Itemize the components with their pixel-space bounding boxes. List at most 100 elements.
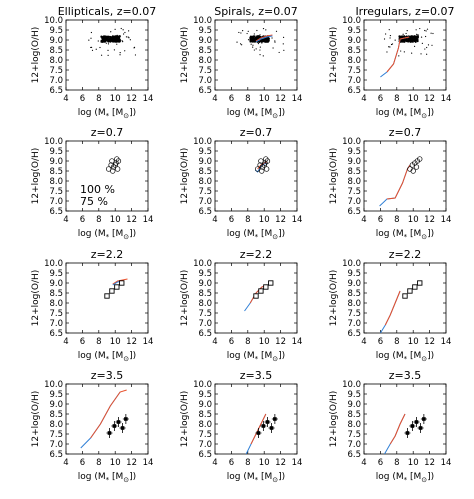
data-point-square xyxy=(402,293,408,299)
x-axis-label-part: [M xyxy=(109,108,123,118)
y-tick-label: 8.5 xyxy=(198,46,212,56)
panel-8: z=2.2 4 6 8 10 12 14 6.57.07.58.08.59.09.510.01… xyxy=(180,248,302,363)
data-point-outlier xyxy=(252,44,254,46)
y-tick-label: 9.0 xyxy=(347,36,361,46)
y-tick-label: 8.0 xyxy=(198,56,212,66)
axes-frame xyxy=(65,19,149,91)
y-tick-label: 6.5 xyxy=(198,450,212,460)
x-tick-label: 8 xyxy=(96,458,101,468)
x-tick-label: 10 xyxy=(110,94,121,104)
x-tick-label: 10 xyxy=(110,215,121,225)
x-tick-label: 12 xyxy=(275,458,286,468)
data-point xyxy=(105,35,107,38)
x-axis-label-part: ]) xyxy=(427,229,434,239)
y-tick-label: 7.5 xyxy=(347,66,361,76)
panel-7: z=2.2 4 6 8 10 12 14 6.57.07.58.08.59.09.510.01… xyxy=(31,248,153,363)
x-axis-label-part: log (M xyxy=(376,229,404,239)
data-point-outlier xyxy=(95,48,97,50)
data-point-square xyxy=(412,284,418,290)
x-tick-label: 6 xyxy=(229,215,234,225)
data-point-outlier xyxy=(426,28,429,30)
data-point-outlier xyxy=(121,40,123,42)
data-point xyxy=(111,40,113,42)
y-tick-label: 6.5 xyxy=(49,207,63,217)
plot-area xyxy=(254,156,271,174)
data-point xyxy=(406,40,409,43)
data-point xyxy=(112,35,114,38)
x-tick-label: 4 xyxy=(212,337,217,347)
data-point-outlier xyxy=(116,39,119,41)
data-point-outlier xyxy=(257,35,259,37)
axes-frame xyxy=(214,19,298,91)
x-tick-label: 14 xyxy=(441,94,452,104)
data-point xyxy=(252,36,255,39)
y-tick-label: 9.5 xyxy=(49,26,63,36)
x-axis-label-part: [M xyxy=(258,108,272,118)
data-point-outlier xyxy=(389,37,391,39)
data-point-filled xyxy=(414,420,419,424)
y-tick-label: 9.0 xyxy=(198,157,212,167)
data-point xyxy=(401,39,404,41)
data-point xyxy=(261,40,264,43)
data-point-outlier xyxy=(134,54,137,56)
y-tick-label: 8.5 xyxy=(49,410,63,420)
panel-title: z=3.5 xyxy=(240,369,272,382)
data-point-outlier xyxy=(107,43,110,45)
x-tick-label: 6 xyxy=(229,458,234,468)
y-tick-label: 9.5 xyxy=(49,269,63,279)
axes-frame xyxy=(363,383,447,455)
panel-2: Spirals, z=0.074 6 8 10 12 146.57.07.58.08.59… xyxy=(180,5,302,120)
x-tick-label: 12 xyxy=(126,94,137,104)
x-tick-label: 14 xyxy=(292,337,303,347)
data-point-outlier xyxy=(259,54,261,56)
data-point-circle xyxy=(110,168,116,174)
data-point xyxy=(400,40,403,43)
y-tick-label: 10.0 xyxy=(44,259,63,269)
y-tick-label: 9.5 xyxy=(347,390,361,400)
y-axis-label: 12+log(O/H) xyxy=(329,27,339,84)
data-point-outlier xyxy=(236,41,238,43)
x-tick-label: 14 xyxy=(143,458,154,468)
x-axis-label-part: ⊙ xyxy=(272,112,278,120)
data-point-filled xyxy=(124,417,128,421)
x-tick-label: 8 xyxy=(394,337,399,347)
data-point-circle xyxy=(115,166,121,172)
x-tick-label: 8 xyxy=(245,215,250,225)
x-axis-label-part: ⊙ xyxy=(123,355,129,363)
data-point-outlier xyxy=(242,29,244,32)
data-point xyxy=(109,38,112,41)
axes-frame xyxy=(214,262,298,334)
data-point xyxy=(115,41,118,43)
data-point xyxy=(105,39,108,42)
x-tick-label: 6 xyxy=(378,337,383,347)
axes-frame xyxy=(363,262,447,334)
data-point-outlier xyxy=(272,47,274,49)
data-point-outlier xyxy=(402,33,404,35)
data-point xyxy=(113,36,116,39)
model-curve-blue xyxy=(255,35,273,43)
y-tick-label: 6.5 xyxy=(198,207,212,217)
data-point-outlier xyxy=(91,49,94,51)
data-point-outlier xyxy=(246,32,248,35)
data-point-circle xyxy=(259,168,265,174)
y-tick-label: 8.0 xyxy=(198,420,212,430)
data-point xyxy=(263,40,266,43)
data-point-outlier xyxy=(241,44,243,46)
y-tick-label: 7.5 xyxy=(49,430,63,440)
y-tick-label: 8.5 xyxy=(347,410,361,420)
x-axis-label-part: ]) xyxy=(129,108,136,118)
x-tick-label: 8 xyxy=(394,215,399,225)
y-tick-label: 10.0 xyxy=(193,137,212,147)
x-axis-label-part: log (M xyxy=(376,108,404,118)
x-tick-label: 6 xyxy=(378,94,383,104)
panel-10: z=3.5 4 6 8 10 12 14 6.57.07.58.08.59.09.510.01… xyxy=(31,369,153,484)
data-point-outlier xyxy=(424,48,426,50)
y-tick-label: 9.0 xyxy=(198,400,212,410)
model-curve-red xyxy=(90,389,127,439)
data-point-outlier xyxy=(129,39,131,41)
data-point xyxy=(254,40,257,43)
y-tick-label: 9.5 xyxy=(198,269,212,279)
data-point-outlier xyxy=(247,30,249,32)
data-point-outlier xyxy=(432,32,434,35)
data-point xyxy=(104,37,107,40)
